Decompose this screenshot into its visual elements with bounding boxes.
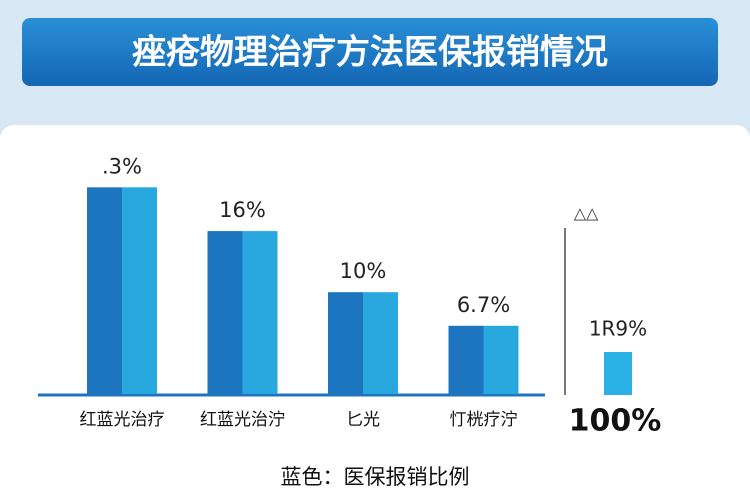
- bar: [328, 292, 398, 394]
- bar: [87, 187, 157, 394]
- chart-title: 痤疮物理治疗方法医保报销情况: [132, 33, 608, 73]
- value-label: 10%: [340, 259, 387, 283]
- bar: [448, 325, 519, 394]
- value-label: .3%: [102, 154, 142, 178]
- x-tick-label: 红蓝光治泞: [200, 410, 285, 430]
- title-banner: [22, 18, 718, 86]
- legend-note: 蓝色：医保报销比例: [281, 465, 470, 489]
- side-label: 1R9%: [589, 317, 647, 341]
- x-tick-label: 匕光: [346, 410, 380, 430]
- bar: [207, 231, 278, 394]
- x-tick-label: 红蓝光治疗: [80, 410, 165, 430]
- value-label: 16%: [219, 198, 266, 222]
- x-tick-label: 忊桄疗泞: [450, 410, 518, 430]
- side-bar: [604, 352, 632, 395]
- side-icon: △△: [574, 204, 599, 223]
- value-label: 6.7%: [457, 293, 510, 317]
- side-caption: 100%: [569, 404, 662, 439]
